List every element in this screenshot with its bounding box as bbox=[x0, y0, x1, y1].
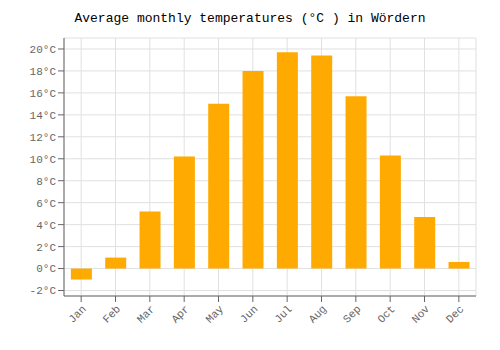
svg-text:Dec: Dec bbox=[444, 303, 466, 325]
svg-text:Jul: Jul bbox=[272, 303, 294, 325]
svg-text:6°C: 6°C bbox=[36, 198, 56, 210]
html-text:Average monthly temperatures (: Average monthly temperatures (°C ) in Wö… bbox=[74, 11, 426, 26]
svg-text:Mar: Mar bbox=[135, 303, 157, 325]
svg-text:18°C: 18°C bbox=[30, 66, 57, 78]
svg-text:0°C: 0°C bbox=[36, 263, 56, 275]
svg-text:2°C: 2°C bbox=[36, 242, 56, 254]
svg-text:-2°C: -2°C bbox=[30, 285, 57, 297]
svg-text:16°C: 16°C bbox=[30, 88, 57, 100]
svg-text:Oct: Oct bbox=[375, 303, 397, 325]
svg-text:14°C: 14°C bbox=[30, 110, 57, 122]
svg-text:Sep: Sep bbox=[341, 303, 363, 325]
svg-text:8°C: 8°C bbox=[36, 176, 56, 188]
svg-text:4°C: 4°C bbox=[36, 220, 56, 232]
svg-text:20°C: 20°C bbox=[30, 44, 57, 56]
svg-text:Feb: Feb bbox=[101, 303, 123, 325]
svg-text:10°C: 10°C bbox=[30, 154, 57, 166]
svg-text:12°C: 12°C bbox=[30, 132, 57, 144]
svg-text:Aug: Aug bbox=[307, 303, 329, 325]
svg-text:Apr: Apr bbox=[169, 303, 191, 325]
svg-text:Jan: Jan bbox=[66, 303, 88, 325]
svg-text:Jun: Jun bbox=[238, 303, 260, 325]
svg-text:Nov: Nov bbox=[410, 303, 433, 326]
svg-text:May: May bbox=[204, 303, 227, 326]
